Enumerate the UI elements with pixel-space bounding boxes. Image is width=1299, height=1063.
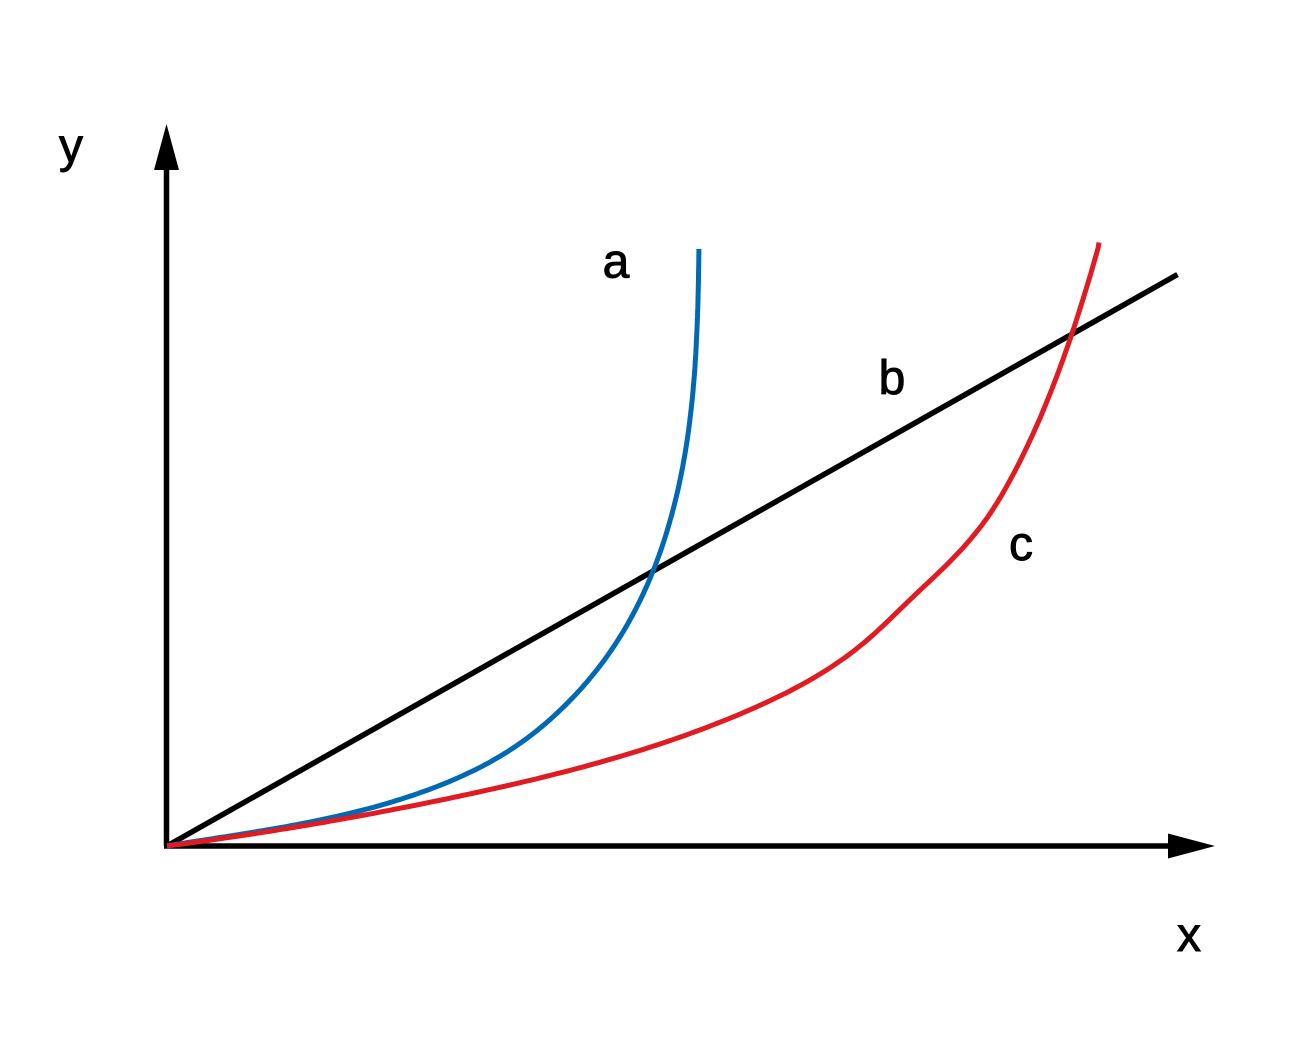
svg-text:b: b	[879, 352, 906, 405]
svg-text:x: x	[1177, 909, 1201, 962]
svg-text:a: a	[603, 236, 630, 289]
svg-text:y: y	[59, 120, 83, 173]
svg-text:c: c	[1009, 518, 1033, 571]
